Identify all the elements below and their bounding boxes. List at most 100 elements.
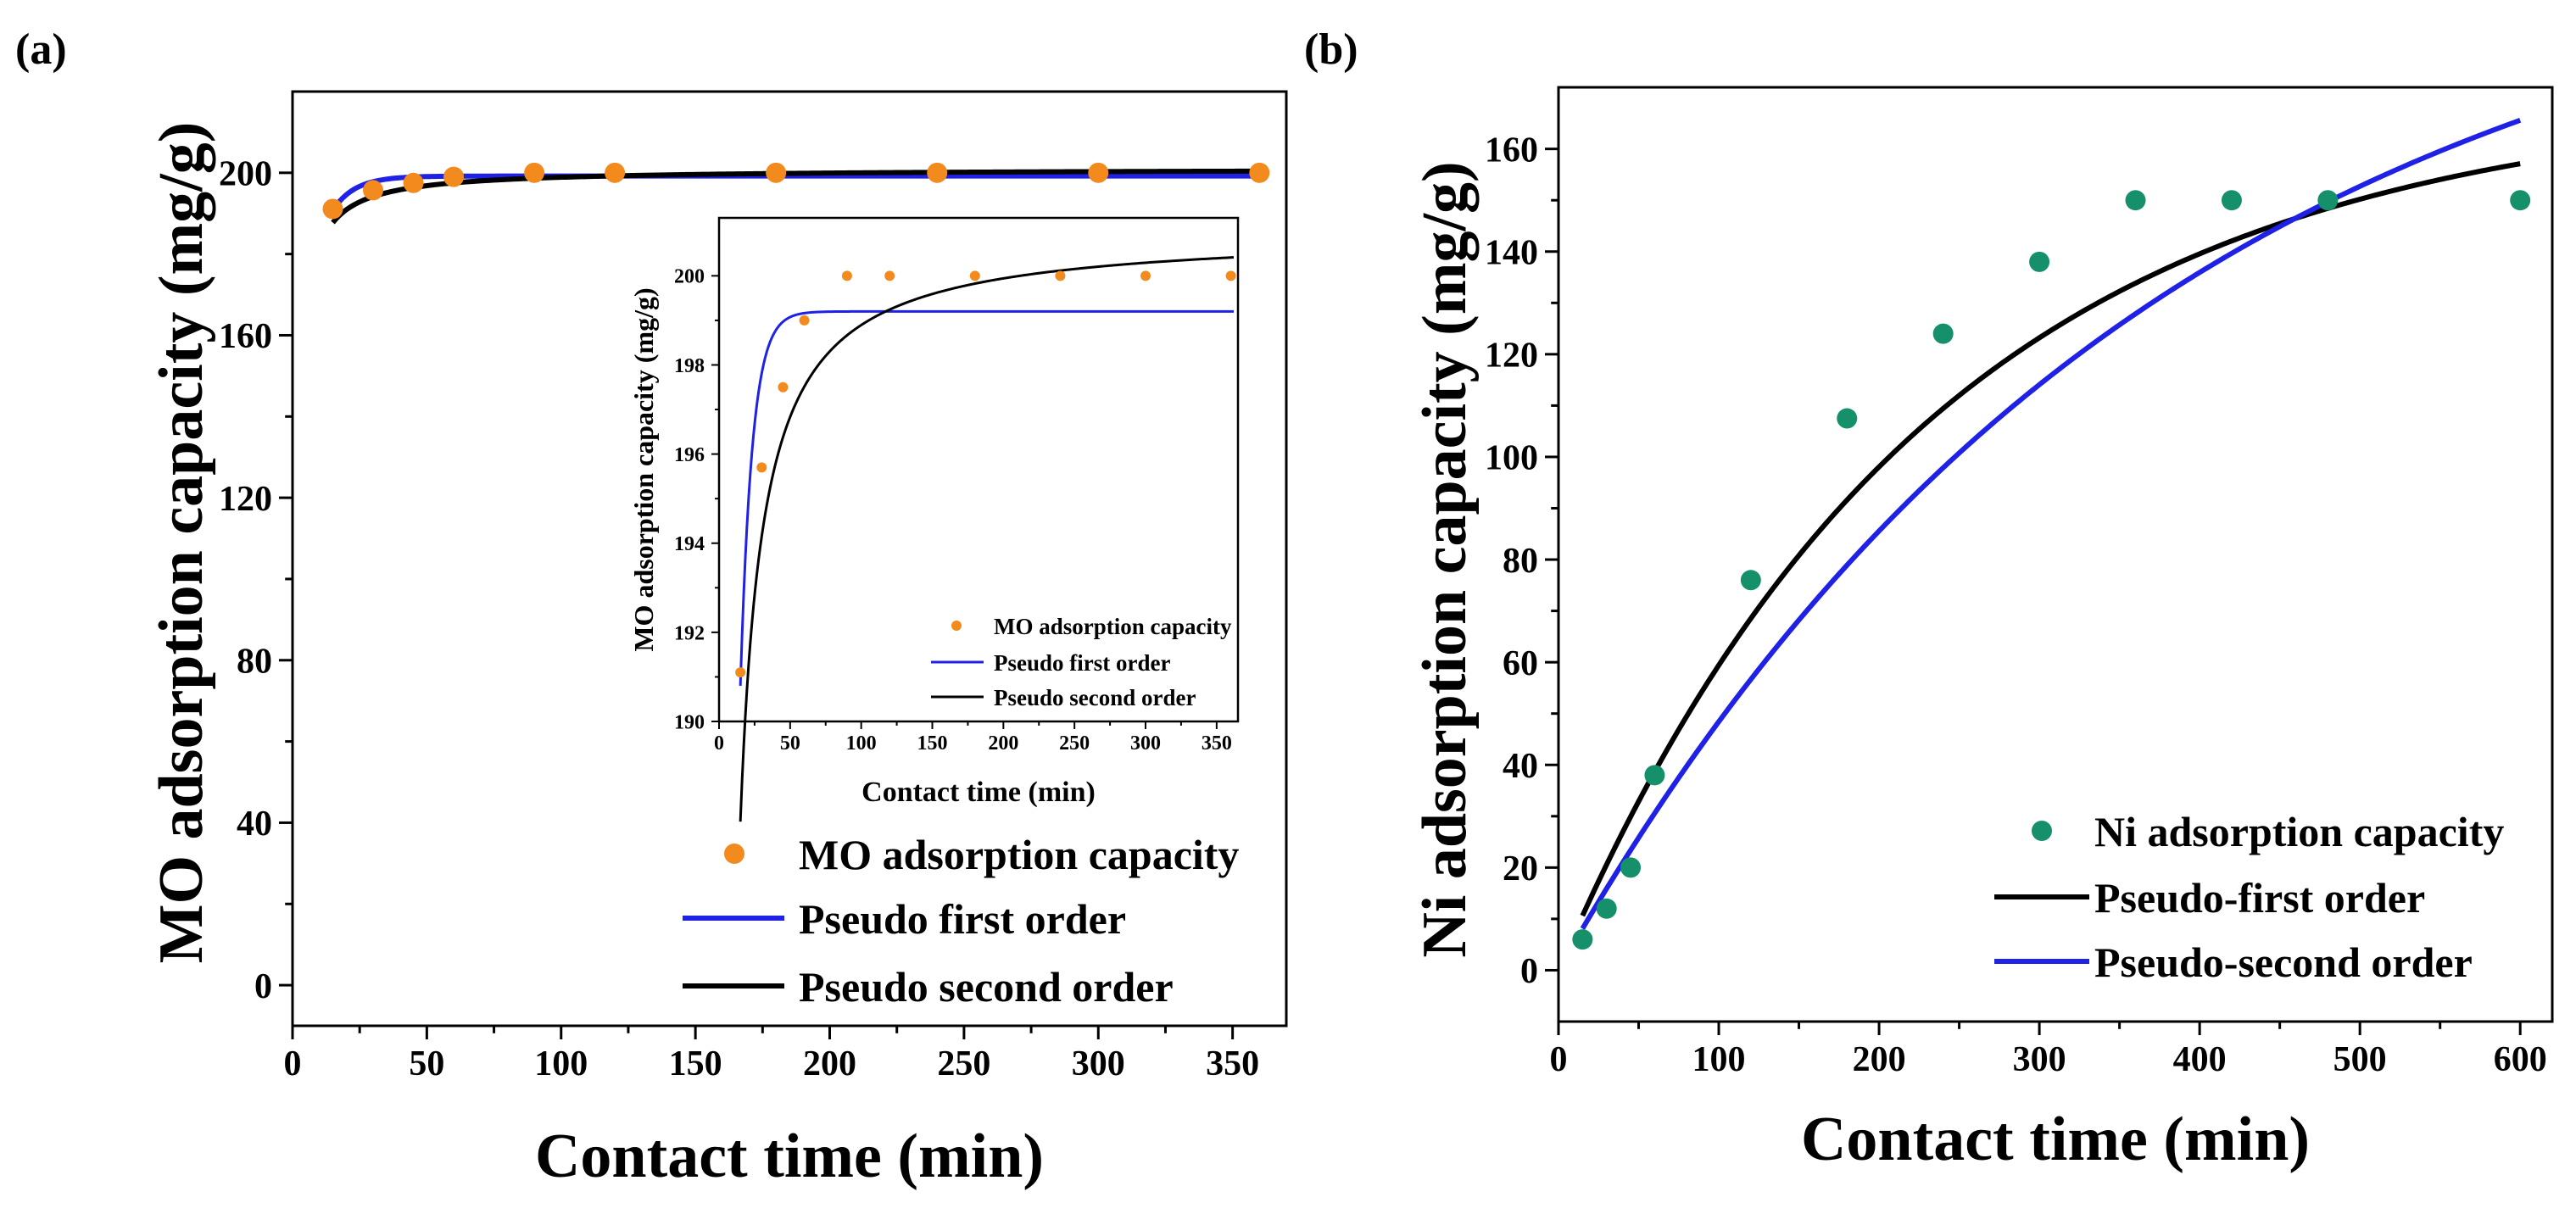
chart-b-ytick-label-6: 120 — [1485, 337, 1538, 376]
chart-a-axes: 0 50 100 150 200 250 300 350 0 40 80 120 160 200 — [219, 155, 1259, 1083]
inset-point-2 — [778, 381, 789, 393]
inset-point-4 — [841, 270, 852, 281]
chart-a-plot-frame — [291, 90, 1288, 1027]
chart-b-xlabel: Contact time (min) — [1801, 1105, 2310, 1174]
chart-a-series-pseudo-second-order-line — [331, 168, 1265, 225]
inset-point-3 — [799, 315, 810, 326]
legend-b-label-pfo: Pseudo-first order — [2094, 874, 2425, 922]
inset-series-pseudo-second-order-line — [739, 256, 1235, 822]
chart-b-point-9 — [2221, 190, 2242, 211]
inset-ytick-label-2: 194 — [674, 533, 705, 555]
inset-xtick-label-7: 350 — [1202, 732, 1232, 755]
inset-point-6 — [969, 270, 980, 281]
chart-b-point-2 — [1620, 857, 1642, 878]
chart-a-xtick-label-6: 300 — [1072, 1044, 1125, 1083]
chart-a-point-8 — [1088, 162, 1109, 183]
chart-a-point-0 — [322, 198, 343, 220]
inset-xtick-label-5: 250 — [1059, 732, 1090, 755]
chart-b-lines — [1580, 118, 2522, 930]
chart-b-point-6 — [1932, 323, 1954, 344]
chart-b-xtick-label-2: 200 — [1853, 1040, 1906, 1079]
inset-xlabel: Contact time (min) — [861, 777, 1096, 808]
chart-b-ytick-label-7: 140 — [1485, 233, 1538, 272]
chart-b-point-11 — [2510, 190, 2531, 211]
inset-point-0 — [735, 667, 746, 678]
chart-a-point-2 — [403, 172, 424, 193]
inset-ytick-label-3: 196 — [674, 444, 705, 466]
inset-series-pseudo-first-order-line — [739, 309, 1234, 687]
chart-a-xtick-label-7: 350 — [1206, 1044, 1259, 1083]
chart-a-legend: MO adsorption capacity Pseudo first orde… — [683, 831, 1239, 1011]
inset-legend-label-pfo: Pseudo first order — [994, 650, 1170, 676]
chart-b-xtick-label-4: 400 — [2173, 1040, 2227, 1079]
chart-b-point-3 — [1644, 765, 1665, 786]
chart-a-ytick-label-0: 0 — [254, 967, 272, 1006]
chart-a-point-3 — [443, 166, 465, 187]
inset-xtick-label-4: 200 — [988, 732, 1018, 755]
chart-a-points — [322, 162, 1270, 220]
chart-b-point-1 — [1596, 898, 1617, 919]
chart-a-xtick-label-2: 100 — [534, 1044, 588, 1083]
chart-b-axes: 0 100 200 300 400 500 600 0 20 40 60 80 100 120 140 160 — [1485, 131, 2547, 1079]
chart-b-ytick-label-2: 40 — [1503, 747, 1538, 786]
chart-a-ytick-label-3: 120 — [219, 480, 272, 519]
inset-ytick-label-4: 198 — [674, 355, 705, 377]
chart-a-xlabel: Contact time (min) — [535, 1122, 1044, 1191]
inset-points — [735, 270, 1236, 678]
inset-axes: 0 50 100 150 200 250 300 350 190 192 194 196 198 200 — [674, 266, 1232, 755]
inset-ytick-label-1: 192 — [674, 622, 705, 644]
chart-b-point-4 — [1740, 570, 1761, 591]
chart-a-point-6 — [766, 162, 787, 183]
legend-a-label-pso: Pseudo second order — [799, 963, 1174, 1011]
chart-b-xtick-label-0: 0 — [1550, 1040, 1568, 1079]
chart-b-point-7 — [2029, 251, 2050, 272]
chart-b-ytick-label-0: 0 — [1520, 952, 1538, 991]
legend-b-label-ni: Ni adsorption capacity — [2094, 808, 2504, 855]
chart-b: 0 100 200 300 400 500 600 0 20 40 60 80 100 120 140 160… — [1410, 86, 2554, 1174]
inset-ytick-label-0: 190 — [674, 711, 705, 733]
inset-legend: MO adsorption capacity Pseudo first orde… — [931, 614, 1232, 710]
chart-b-series-pseudo-first-order-line — [1580, 161, 2521, 917]
chart-b-ytick-label-1: 20 — [1503, 849, 1538, 888]
chart-a-ytick-label-4: 160 — [219, 317, 272, 356]
chart-a-point-7 — [927, 162, 948, 183]
chart-b-point-5 — [1837, 408, 1858, 429]
panel-label-a: (a) — [15, 25, 67, 74]
inset-xtick-label-1: 50 — [780, 732, 800, 755]
inset-ylabel: MO adsorption capacity (mg/g) — [628, 287, 659, 651]
inset-legend-label-pso: Pseudo second order — [994, 685, 1196, 710]
chart-b-point-8 — [2125, 190, 2146, 211]
inset-plot-frame — [717, 216, 1240, 723]
inset-xtick-label-0: 0 — [714, 732, 724, 755]
chart-b-legend: Ni adsorption capacity Pseudo-first orde… — [1994, 808, 2504, 986]
chart-a-ytick-label-2: 80 — [237, 642, 272, 681]
chart-a-point-9 — [1249, 162, 1270, 183]
chart-b-ytick-label-3: 60 — [1503, 644, 1538, 683]
inset-xtick-label-3: 150 — [917, 732, 948, 755]
inset-lines — [739, 256, 1235, 822]
chart-a-ytick-label-1: 40 — [237, 805, 272, 844]
chart-b-ytick-label-4: 80 — [1503, 542, 1538, 581]
chart-b-point-0 — [1572, 929, 1593, 950]
chart-a-series-pseudo-first-order-line — [331, 173, 1265, 212]
chart-a-ytick-label-5: 200 — [219, 155, 272, 194]
inset-point-7 — [1055, 270, 1066, 281]
chart-b-ylabel: Ni adsorption capacity (mg/g) — [1410, 161, 1480, 957]
chart-b-plot-frame — [1557, 86, 2554, 1023]
inset-point-5 — [884, 270, 895, 281]
chart-a-xtick-label-3: 150 — [669, 1044, 722, 1083]
chart-a-point-5 — [605, 162, 626, 183]
chart-a: 0 50 100 150 200 250 300 350 0 40 80 120 160 200 Cont… — [147, 90, 1288, 1191]
chart-a-point-4 — [524, 162, 545, 183]
legend-b-label-pso: Pseudo-second order — [2094, 938, 2473, 986]
inset-xtick-label-6: 300 — [1130, 732, 1161, 755]
inset-legend-label-mo: MO adsorption capacity — [994, 614, 1232, 639]
inset-point-1 — [756, 462, 767, 473]
chart-a-inset: 0 50 100 150 200 250 300 350190192194196198200 … — [628, 216, 1240, 822]
inset-point-8 — [1140, 270, 1151, 281]
chart-b-xtick-label-5: 500 — [2333, 1040, 2387, 1079]
chart-a-xtick-label-0: 0 — [284, 1044, 302, 1083]
chart-b-ytick-label-5: 100 — [1485, 439, 1538, 478]
chart-a-point-1 — [363, 180, 384, 201]
